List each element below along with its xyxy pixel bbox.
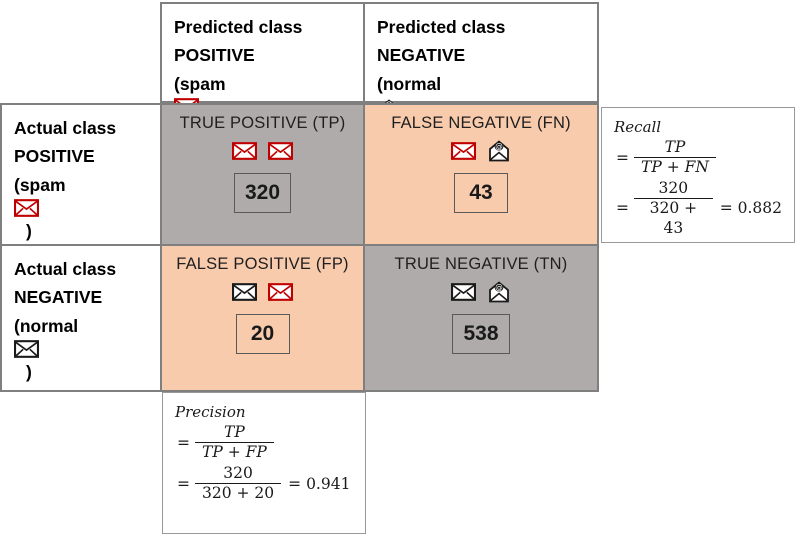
precision-label: Precision bbox=[175, 403, 246, 421]
equals-sign: = bbox=[616, 199, 629, 218]
cell-title: TRUE NEGATIVE (TN) bbox=[394, 255, 568, 273]
open-envelope-icon: @ bbox=[489, 140, 509, 162]
cell-icons: @ bbox=[451, 279, 511, 305]
tp-value-box: 320 bbox=[233, 173, 292, 213]
spam-envelope-icon bbox=[268, 283, 293, 301]
equals-sign: = bbox=[177, 474, 190, 493]
row-header-line: NEGATIVE bbox=[14, 287, 103, 308]
header-line: Predicted class bbox=[174, 17, 303, 37]
header-paren-text: (normal bbox=[377, 73, 442, 94]
precision-numeric-formula: = 320 320 + 20 = 0.941 bbox=[175, 464, 353, 504]
fraction: 320 320 + 43 bbox=[634, 179, 713, 238]
equals-sign: = bbox=[616, 148, 629, 167]
row-header-actual-positive: Actual class POSITIVE (spam ) bbox=[0, 103, 162, 246]
cell-false-positive: FALSE POSITIVE (FP) 20 bbox=[160, 244, 365, 392]
normal-envelope-icon bbox=[232, 283, 257, 301]
row-header-line: (normal ) bbox=[14, 312, 148, 387]
fn-value-box: 43 bbox=[454, 173, 508, 213]
fraction-denominator: 320 + 43 bbox=[649, 199, 698, 237]
cell-false-negative: FALSE NEGATIVE (FN) @ 43 bbox=[363, 103, 599, 246]
row-header-line: Actual class bbox=[14, 118, 117, 138]
fraction: 320 320 + 20 bbox=[195, 464, 282, 504]
recall-label: Recall bbox=[614, 118, 662, 136]
fraction-numerator: 320 bbox=[634, 179, 713, 200]
row-header-line: Actual class bbox=[14, 259, 117, 279]
row-header-paren-text: (normal bbox=[14, 315, 79, 336]
recall-formula-panel: Recall = TP TP + FN = 320 320 + 43 = 0.8… bbox=[601, 107, 795, 243]
fraction-numerator: 320 bbox=[195, 464, 282, 485]
spam-envelope-icon bbox=[268, 142, 293, 160]
fraction: TP TP + FP bbox=[195, 423, 274, 463]
row-header-paren-text: ) bbox=[26, 362, 32, 383]
svg-text:@: @ bbox=[495, 142, 503, 151]
precision-formula-panel: Precision = TP TP + FP = 320 320 + 20 = … bbox=[162, 392, 366, 534]
fp-value-box: 20 bbox=[235, 314, 290, 354]
row-header-line: POSITIVE bbox=[14, 146, 95, 167]
fraction-denominator: TP + FP bbox=[202, 443, 267, 462]
recall-symbolic-formula: = TP TP + FN bbox=[614, 138, 782, 178]
row-header-line: (spam ) bbox=[14, 171, 148, 246]
header-paren-text: (spam bbox=[174, 73, 226, 94]
svg-text:@: @ bbox=[495, 283, 503, 292]
fraction-numerator: TP bbox=[195, 423, 274, 444]
open-envelope-icon: @ bbox=[489, 281, 509, 303]
cell-icons bbox=[232, 138, 293, 164]
cell-icons: @ bbox=[451, 138, 511, 164]
normal-envelope-icon bbox=[14, 340, 39, 358]
spam-envelope-icon bbox=[232, 142, 257, 160]
header-line: NEGATIVE bbox=[377, 45, 466, 66]
fraction-denominator: 320 + 20 bbox=[202, 484, 275, 503]
precision-result: = 0.941 bbox=[288, 474, 351, 493]
tn-value-box: 538 bbox=[452, 314, 510, 354]
precision-symbolic-formula: = TP TP + FP bbox=[175, 423, 353, 463]
cell-title: FALSE POSITIVE (FP) bbox=[176, 255, 349, 273]
cell-title: TRUE POSITIVE (TP) bbox=[179, 114, 346, 132]
header-predicted-positive: Predicted class POSITIVE (spam ) bbox=[160, 2, 365, 140]
row-header-actual-negative: Actual class NEGATIVE (normal ) bbox=[0, 244, 162, 392]
cell-icons bbox=[232, 279, 293, 305]
cell-true-negative: TRUE NEGATIVE (TN) @ 538 bbox=[363, 244, 599, 392]
cell-title: FALSE NEGATIVE (FN) bbox=[391, 114, 571, 132]
recall-numeric-formula: = 320 320 + 43 = 0.882 bbox=[614, 179, 782, 238]
fraction: TP TP + FN bbox=[634, 138, 716, 178]
row-header-paren-text: ) bbox=[26, 221, 32, 242]
recall-result: = 0.882 bbox=[719, 199, 782, 218]
spam-envelope-icon bbox=[14, 199, 39, 217]
fraction-denominator: TP + FN bbox=[641, 158, 709, 177]
spam-envelope-icon bbox=[451, 142, 476, 160]
header-line: Predicted class bbox=[377, 17, 506, 37]
normal-envelope-icon bbox=[451, 283, 476, 301]
fraction-numerator: TP bbox=[634, 138, 716, 159]
header-line: POSITIVE bbox=[174, 45, 255, 66]
header-predicted-negative: Predicted class NEGATIVE (normal @ ) bbox=[363, 2, 599, 146]
cell-true-positive: TRUE POSITIVE (TP) 320 bbox=[160, 103, 365, 246]
equals-sign: = bbox=[177, 433, 190, 452]
row-header-paren-text: (spam bbox=[14, 174, 66, 195]
